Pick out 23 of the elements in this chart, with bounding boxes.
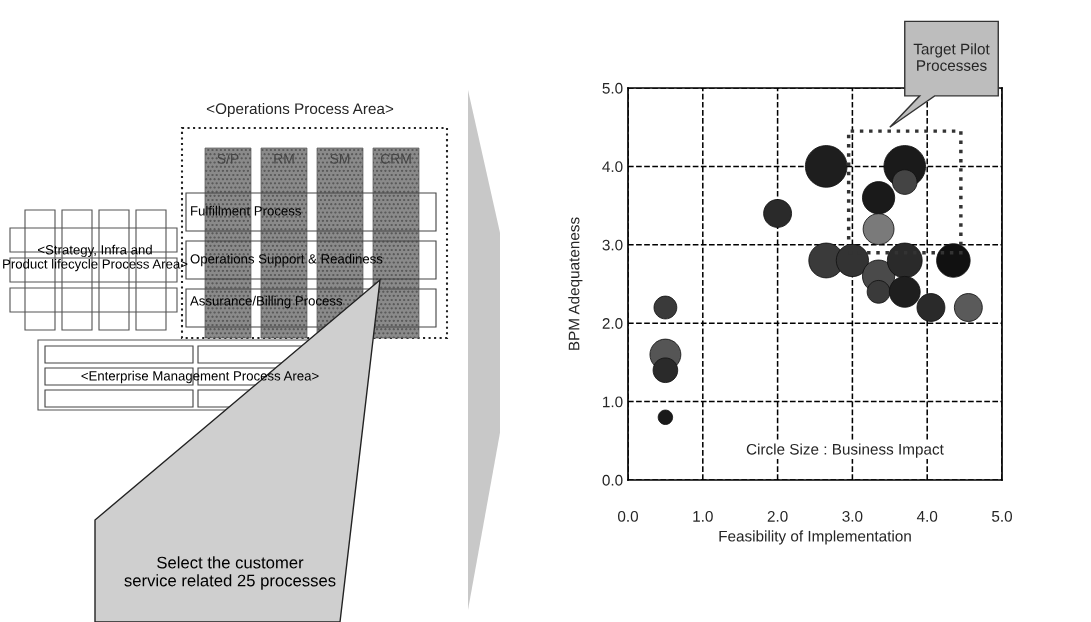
x-tick-label: 0.0	[617, 510, 639, 522]
text: Target Pilot Processes	[913, 43, 990, 71]
x-axis-title: Feasibility of Implementation	[719, 530, 911, 545]
category-label: S/P	[217, 153, 239, 164]
y-tick-label: 0.0	[602, 474, 623, 486]
y-tick-label: 2.0	[602, 318, 623, 329]
x-tick-label: 3.0	[842, 510, 863, 522]
text: Select the customer service related 25 processes	[124, 556, 336, 590]
annotation: Circle Size : Business Impact	[746, 443, 944, 458]
x-tick-label: 1.0	[693, 510, 713, 522]
x-tick-label: 5.0	[991, 510, 1013, 522]
category-label: SM	[330, 153, 350, 164]
y-tick-label: 1.0	[603, 396, 623, 408]
category-label: RM	[274, 154, 294, 164]
x-tick-label: 4.0	[916, 510, 938, 522]
text: <Strategy, Infra and Product lifecycle Process Area>	[3, 244, 188, 272]
x-tick-label: 2.0	[767, 510, 788, 522]
y-tick-label: 5.0	[602, 82, 623, 94]
text: <Operations Process Area>	[206, 102, 394, 118]
y-axis-title: BPM Adequateness	[568, 217, 583, 350]
y-tick-label: 4.0	[602, 161, 623, 173]
y-tick-label: 3.0	[602, 239, 623, 251]
category-label: CRM	[380, 153, 411, 164]
